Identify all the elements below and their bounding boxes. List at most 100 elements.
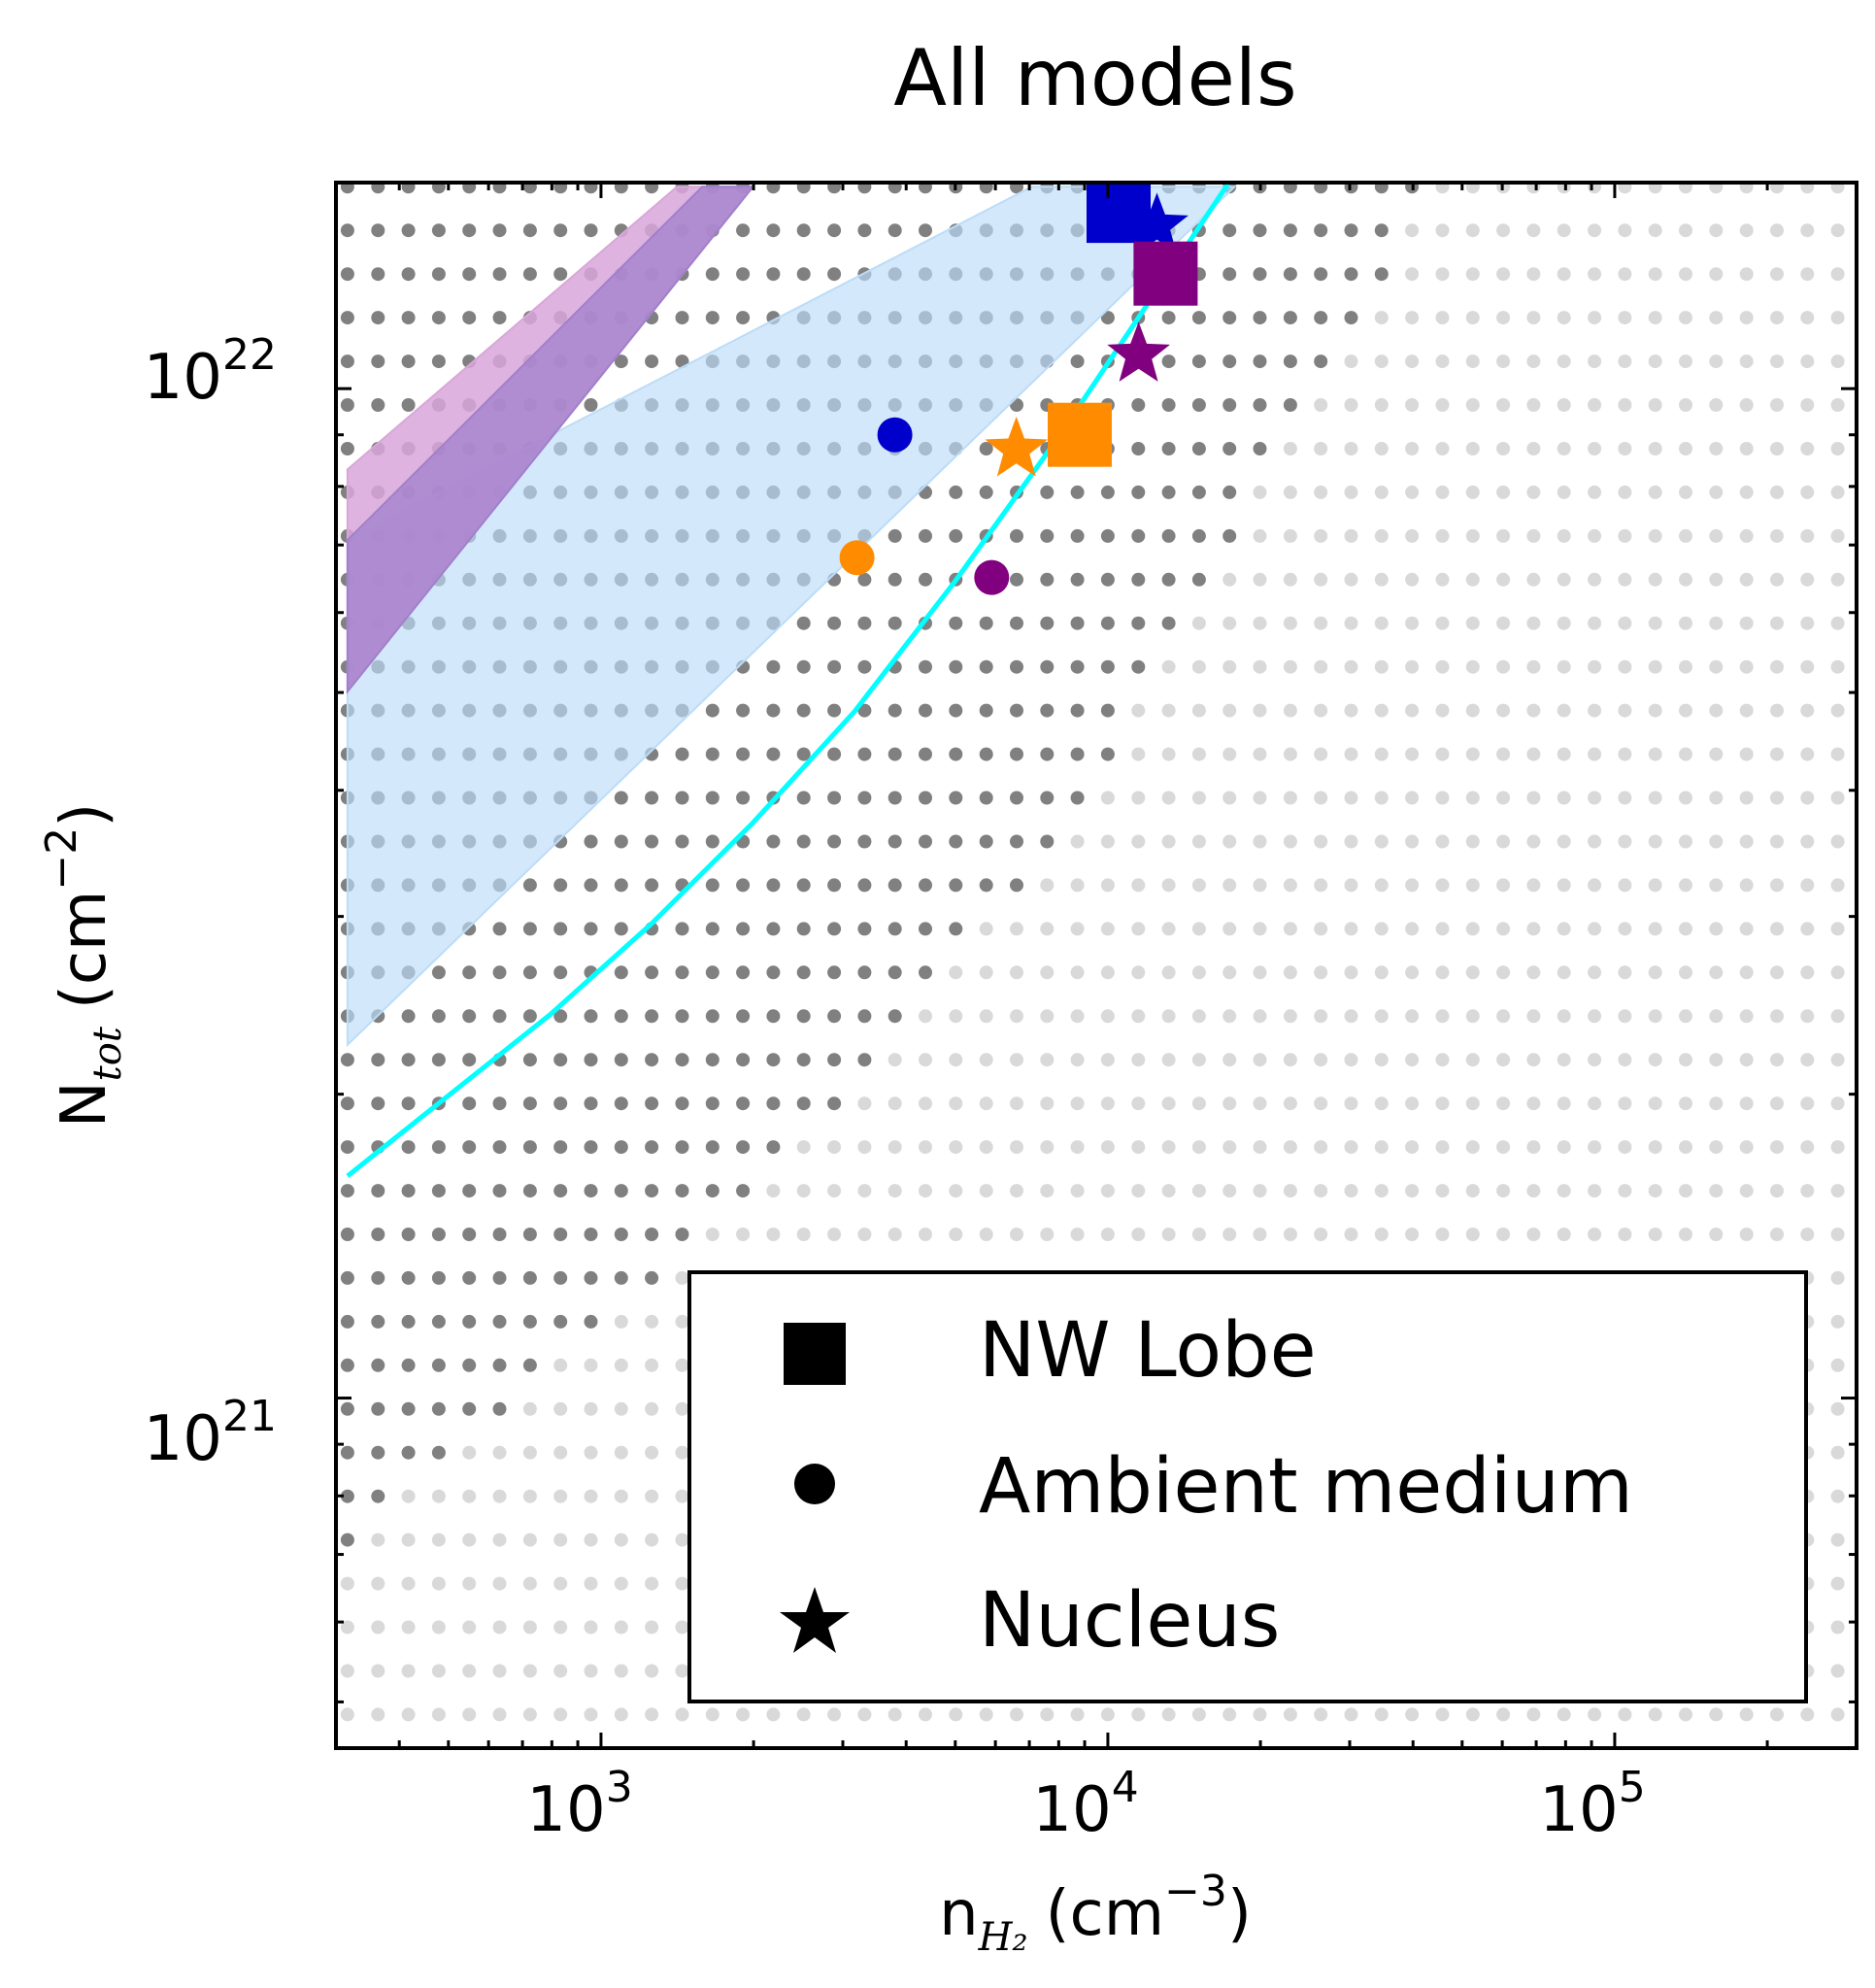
model-dot-light [1162,1751,1176,1765]
model-dot-light [1861,267,1875,281]
model-dot-dark [371,1401,385,1416]
model-dot-light [1435,965,1450,980]
model-dot-light [1618,1184,1632,1198]
model-dot-dark [949,922,963,936]
model-dot-dark [887,572,902,587]
model-dot-dark [1100,485,1115,499]
model-dot-dark [522,1358,537,1372]
model-dot-light [1679,659,1692,674]
model-dot-light [736,1707,751,1722]
model-dot-light [1374,616,1389,630]
model-dot-light [1526,1096,1541,1111]
model-dot-dark [584,834,598,849]
model-dot-light [1861,398,1875,412]
model-dot-light [1830,528,1845,543]
model-dot-dark [462,1096,477,1111]
model-dot-dark [766,834,781,849]
model-dot-dark [736,223,751,238]
marker-nw-lobe-square [1133,241,1198,306]
model-dot-light [584,1358,598,1372]
model-dot-light [1222,791,1237,805]
model-dot-dark [371,1489,385,1503]
model-dot-dark [553,223,568,238]
model-dot-dark [553,1314,568,1329]
model-dot-light [675,1358,689,1372]
model-dot-light [1465,878,1480,893]
model-dot-light [1191,922,1206,936]
model-dot-light [1861,878,1875,892]
model-dot-dark [857,616,872,630]
model-dot-light [1709,659,1724,674]
model-dot-light [1770,791,1784,805]
model-dot-dark [584,223,598,238]
model-dot-light [1131,1140,1146,1155]
model-dot-dark [584,922,598,936]
model-dot-light [1830,616,1845,630]
model-dot-light [1283,572,1297,587]
model-dot-dark [1070,791,1085,805]
model-dot-light [1465,834,1480,849]
model-dot-dark [827,703,842,718]
model-dot-dark [1161,616,1176,630]
model-dot-light [1618,616,1632,630]
model-dot-dark [705,747,720,761]
model-dot-light [1861,617,1875,630]
model-dot-light [1679,1751,1692,1765]
model-dot-light [1314,1228,1328,1241]
model-dot-light [1739,1053,1754,1067]
model-dot-dark [340,183,354,194]
model-dot-light [1465,922,1480,936]
model-dot-light [1740,1751,1754,1765]
model-dot-light [1466,1795,1480,1808]
model-dot-light [1283,922,1297,936]
model-dot-light [1344,703,1358,718]
model-dot-light [1344,1184,1358,1198]
model-dot-dark [796,1009,811,1024]
model-dot-light [796,1707,811,1722]
model-dot-light [1770,1751,1784,1765]
model-dot-light [462,1707,477,1722]
model-dot-dark [1040,572,1055,587]
model-dot-light [1709,1751,1723,1765]
axis-ticks [334,183,1858,1748]
model-dot-light [1283,1707,1297,1722]
model-dot-light [766,1707,781,1722]
model-dot-light [1100,834,1115,849]
model-dot-light [1830,1707,1845,1722]
model-dot-light [1496,223,1511,238]
model-dot-dark [492,1009,507,1024]
model-dot-light [614,1445,628,1460]
model-dot-light [1283,878,1297,893]
model-dot-dark [492,267,507,282]
model-dot-dark [371,223,385,238]
model-dot-dark [736,878,751,893]
model-dot-dark [340,311,354,325]
model-dot-light [1618,703,1632,718]
model-dot-light [584,1401,598,1416]
model-dot-light [553,1751,567,1765]
model-dot-light [1648,1184,1662,1198]
model-dot-dark [340,1096,354,1111]
model-dot-light [1588,747,1602,761]
model-dot-dark [857,572,872,587]
model-dot-light [584,1707,598,1722]
model-dot-dark [1100,311,1115,325]
model-dot-dark [522,1270,537,1285]
model-dot-light [1374,354,1389,369]
model-dot-light [1496,1096,1511,1111]
marker-ambient-medium-circle [877,417,913,453]
model-dot-light [1770,922,1784,936]
model-dot-light [706,1795,720,1808]
model-dot-light [1557,442,1571,455]
model-dot-light [1557,922,1571,936]
model-dot-dark [705,922,720,936]
model-dot-dark [401,1053,416,1067]
model-dot-light [614,1576,628,1591]
model-dot-dark [340,1184,354,1198]
model-dot-dark [1161,572,1176,587]
model-dot-light [1588,311,1602,325]
model-dot-dark [1010,878,1023,893]
model-dot-dark [1191,354,1206,369]
model-dot-light [645,1445,659,1460]
model-dot-light [1709,834,1724,849]
